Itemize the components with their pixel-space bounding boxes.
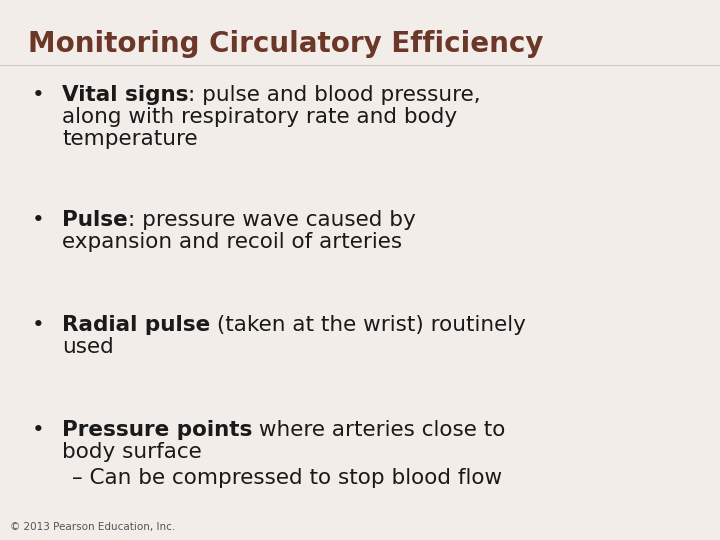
Text: •: • [32, 210, 45, 230]
Text: Pressure points: Pressure points [62, 420, 253, 440]
Text: where arteries close to: where arteries close to [253, 420, 505, 440]
Text: along with respiratory rate and body: along with respiratory rate and body [62, 107, 457, 127]
Text: © 2013 Pearson Education, Inc.: © 2013 Pearson Education, Inc. [10, 522, 175, 532]
Text: : pulse and blood pressure,: : pulse and blood pressure, [189, 85, 481, 105]
Text: Pulse: Pulse [62, 210, 127, 230]
Text: body surface: body surface [62, 442, 202, 462]
Text: Vital signs: Vital signs [62, 85, 189, 105]
Text: : pressure wave caused by: : pressure wave caused by [127, 210, 415, 230]
Text: – Can be compressed to stop blood flow: – Can be compressed to stop blood flow [72, 468, 502, 488]
Text: Radial pulse: Radial pulse [62, 315, 210, 335]
Text: temperature: temperature [62, 129, 197, 149]
Text: •: • [32, 85, 45, 105]
Text: expansion and recoil of arteries: expansion and recoil of arteries [62, 232, 402, 252]
Text: Monitoring Circulatory Efficiency: Monitoring Circulatory Efficiency [28, 30, 544, 58]
Text: (taken at the wrist) routinely: (taken at the wrist) routinely [210, 315, 526, 335]
Text: used: used [62, 337, 114, 357]
Text: •: • [32, 315, 45, 335]
Text: •: • [32, 420, 45, 440]
